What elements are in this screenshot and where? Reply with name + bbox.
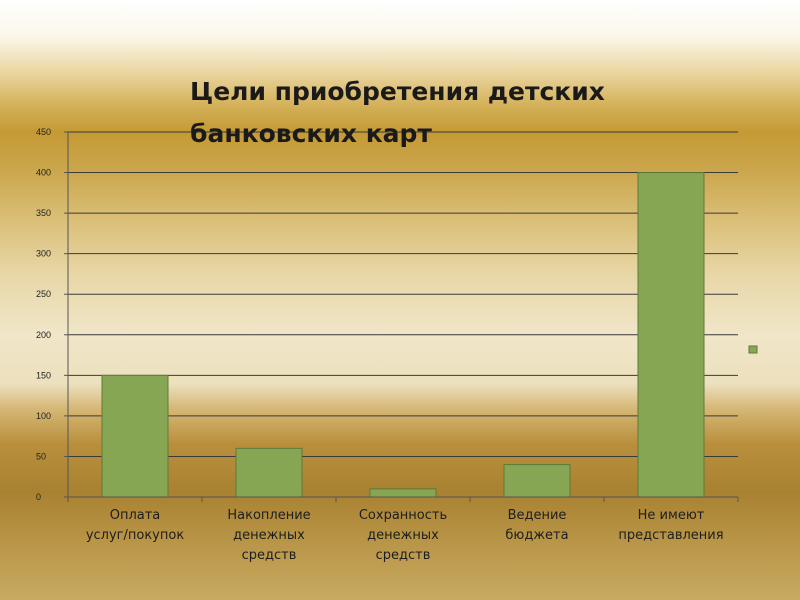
x-category-label-line: денежных [367,528,439,543]
x-category-label-line: представления [618,528,723,543]
x-category-label-line: денежных [233,528,305,543]
x-category-label-line: Сохранность [359,508,447,523]
chart-title-line: Цели приобретения детских [190,77,605,106]
bar [637,172,705,498]
x-category-label-line: Оплата [110,508,161,523]
axes [64,131,739,502]
y-tick-label: 200 [36,330,51,340]
bar [369,488,437,498]
x-category-label-line: Не имеют [638,508,705,523]
x-category-label-line: Ведение [508,508,567,523]
y-tick-label: 100 [36,411,51,421]
bars [101,172,705,498]
legend-marker [748,345,758,354]
x-category-label: Сохранность денежных средств [359,508,447,563]
x-category-label-line: услуг/покупок [86,528,185,543]
bar [503,464,571,498]
x-category-label-line: бюджета [505,528,568,543]
x-category-label: Накопление денежных средств [227,508,310,563]
x-category-label-line: средств [376,548,431,563]
x-category-label: Оплата услуг/покупок [86,508,185,543]
bar [101,374,169,498]
x-category-label-line: средств [242,548,297,563]
bar [235,447,303,498]
y-tick-label: 300 [36,249,51,259]
y-tick-label: 50 [36,451,46,461]
x-category-label: Не имеют представления [618,508,723,543]
x-category-label-line: Накопление [227,508,310,523]
y-axis-ticks: 0 50 100 150 200 250 300 350 400 450 [36,127,51,502]
gridlines [68,131,738,498]
y-tick-label: 150 [36,370,51,380]
chart-title: Цели приобретения детских банковских карт [190,77,605,148]
y-tick-label: 250 [36,289,51,299]
chart-title-line: банковских карт [190,119,432,148]
y-tick-label: 0 [36,492,41,502]
x-category-label: Ведение бюджета [505,508,568,543]
y-tick-label: 400 [36,168,51,178]
x-axis-labels: Оплата услуг/покупок Накопление денежных сре… [86,508,724,563]
y-tick-label: 450 [36,127,51,137]
y-tick-label: 350 [36,208,51,218]
